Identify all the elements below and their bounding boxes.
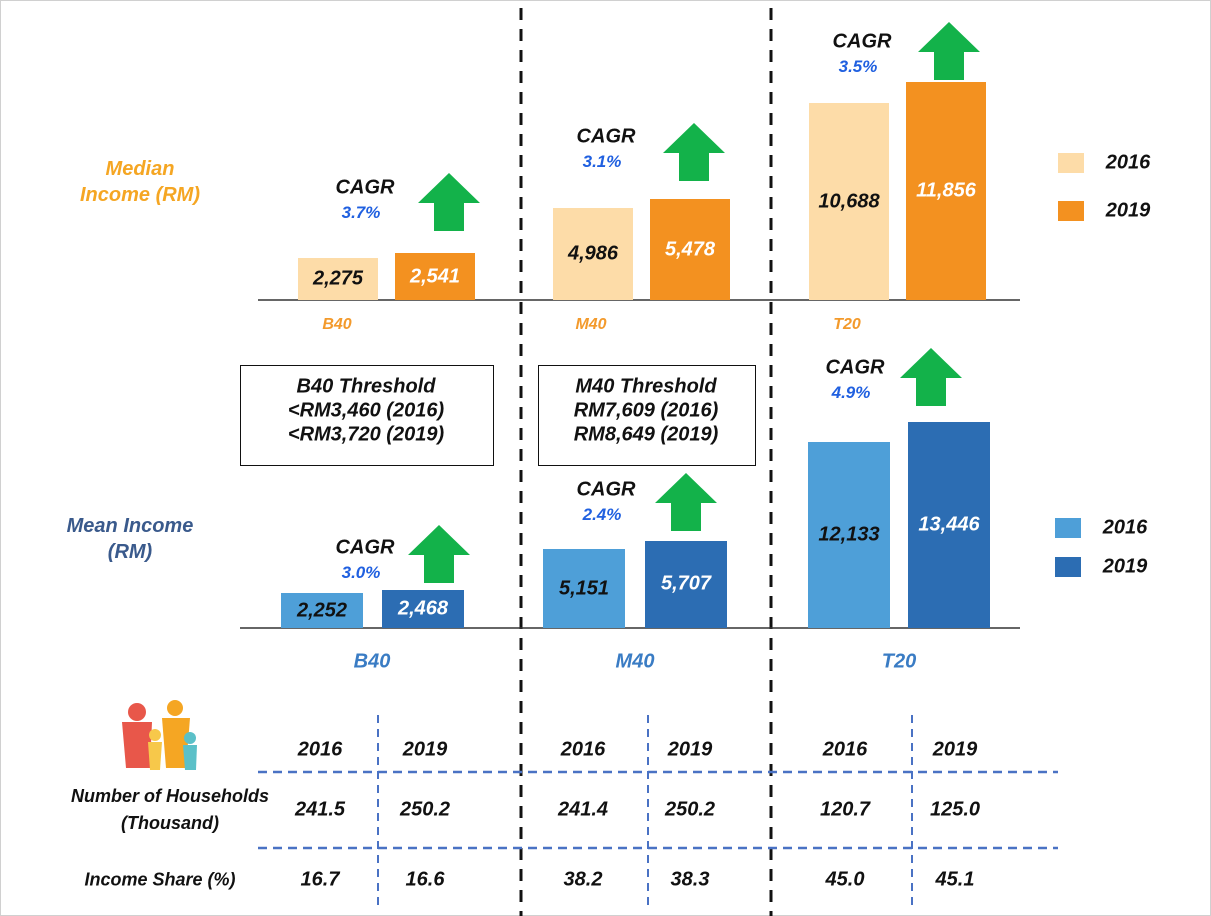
table-cell: 241.5 xyxy=(294,798,346,821)
value-label: 2,468 xyxy=(397,597,449,620)
cagr-value: 3.1% xyxy=(582,152,622,171)
threshold-title: B40 Threshold xyxy=(296,375,436,398)
table-header: 2019 xyxy=(932,738,978,761)
cagr-label: CAGR xyxy=(335,536,395,559)
table-header: 2019 xyxy=(402,738,448,761)
table-cell: 241.4 xyxy=(557,798,609,821)
category-label: M40 xyxy=(575,316,607,333)
category-label: M40 xyxy=(615,650,655,673)
chart-title: Median Income (RM) xyxy=(80,158,200,206)
threshold-line: RM7,609 (2016) xyxy=(573,399,719,422)
cagr-value: 3.5% xyxy=(838,57,878,76)
cagr-label: CAGR xyxy=(832,30,892,53)
category-label: B40 xyxy=(353,650,391,673)
value-label: 12,133 xyxy=(818,523,880,546)
table-cell: 125.0 xyxy=(929,798,981,821)
row-label: Number of Households (Thousand) xyxy=(70,786,269,833)
value-label: 2,275 xyxy=(312,267,364,290)
bar xyxy=(382,590,464,628)
bar xyxy=(553,208,633,300)
value-label: 4,986 xyxy=(567,242,619,265)
threshold-line: RM8,649 (2019) xyxy=(573,423,719,446)
family-icon xyxy=(122,700,197,770)
arrow xyxy=(900,348,962,406)
legend-label: 2016 xyxy=(1102,516,1148,539)
cagr-label: CAGR xyxy=(576,478,636,501)
cagr-value: 4.9% xyxy=(831,383,871,402)
arrow xyxy=(655,473,717,531)
cagr-label: CAGR xyxy=(825,356,885,379)
table-cell: 120.7 xyxy=(819,798,871,821)
table-cell: 250.2 xyxy=(664,798,716,821)
table-cell: 16.7 xyxy=(300,868,340,891)
bar xyxy=(298,258,378,300)
arrow xyxy=(918,22,980,80)
bar xyxy=(906,82,986,300)
value-label: 2,252 xyxy=(296,599,348,622)
table-cell: 38.2 xyxy=(563,868,603,891)
bar xyxy=(395,253,475,300)
cagr-value: 2.4% xyxy=(582,505,622,524)
arrow xyxy=(408,525,470,583)
bar xyxy=(650,199,730,300)
table-header: 2016 xyxy=(297,738,343,761)
bar xyxy=(281,593,363,628)
legend-label: 2019 xyxy=(1102,555,1148,578)
table-header: 2016 xyxy=(560,738,606,761)
legend-label: 2016 xyxy=(1105,151,1151,174)
legend-label: 2019 xyxy=(1105,199,1151,222)
value-label: 13,446 xyxy=(918,513,980,536)
legend-swatch xyxy=(1055,518,1081,538)
table-header: 2019 xyxy=(667,738,713,761)
table-cell: 250.2 xyxy=(399,798,451,821)
bar xyxy=(908,422,990,628)
value-label: 11,856 xyxy=(916,179,976,202)
category-label: T20 xyxy=(833,316,861,333)
threshold-title: M40 Threshold xyxy=(575,375,717,398)
table-cell: 45.1 xyxy=(935,868,975,891)
table-cell: 16.6 xyxy=(405,868,445,891)
arrow xyxy=(663,123,725,181)
cagr-label: CAGR xyxy=(335,176,395,199)
row-label: Income Share (%) xyxy=(84,869,236,890)
value-label: 2,541 xyxy=(409,265,461,288)
threshold-box xyxy=(538,365,756,466)
cagr-value: 3.7% xyxy=(341,203,381,222)
legend-swatch xyxy=(1058,153,1084,173)
arrow xyxy=(418,173,480,231)
table-cell: 45.0 xyxy=(825,868,865,891)
bar xyxy=(809,103,889,300)
value-label: 5,151 xyxy=(558,577,610,600)
cagr-label: CAGR xyxy=(576,125,636,148)
bar xyxy=(808,442,890,628)
legend-swatch xyxy=(1055,557,1081,577)
value-label: 10,688 xyxy=(818,190,880,213)
legend-swatch xyxy=(1058,201,1084,221)
threshold-line: <RM3,460 (2016) xyxy=(287,399,445,422)
chart-title: Mean Income (RM) xyxy=(66,515,194,563)
threshold-line: <RM3,720 (2019) xyxy=(287,423,445,446)
category-label: T20 xyxy=(881,650,917,673)
threshold-box xyxy=(240,365,494,466)
table-header: 2016 xyxy=(822,738,868,761)
category-label: B40 xyxy=(322,316,352,333)
value-label: 5,478 xyxy=(664,238,716,261)
table-cell: 38.3 xyxy=(670,868,710,891)
bar xyxy=(543,549,625,628)
cagr-value: 3.0% xyxy=(341,563,381,582)
bar xyxy=(645,540,727,628)
value-label: 5,707 xyxy=(660,572,712,595)
